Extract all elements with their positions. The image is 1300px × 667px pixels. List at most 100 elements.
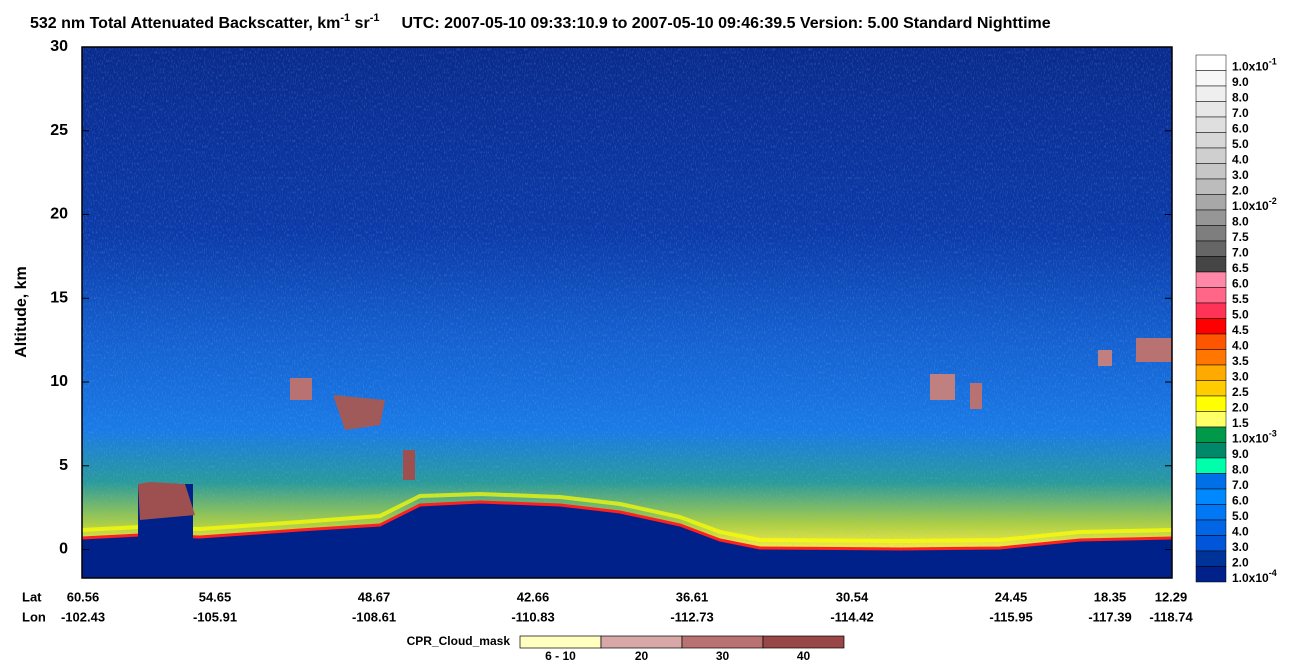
colorbar-label: 6.0: [1232, 494, 1249, 508]
colorbar-label-text: 4.5: [1232, 323, 1249, 337]
colorbar-label-exponent: -4: [1269, 568, 1277, 578]
colorbar-swatch: [1195, 488, 1227, 505]
colorbar-label-text: 9.0: [1232, 447, 1249, 461]
colorbar-swatch: [1195, 364, 1227, 381]
colorbar-label-text: 5.5: [1232, 292, 1249, 306]
lat-tick-label: 30.54: [836, 589, 869, 604]
cloud-mask-swatch: [519, 635, 602, 649]
colorbar-label: 9.0: [1232, 447, 1249, 461]
title-superscript: -1: [370, 12, 380, 24]
colorbar-swatch: [1195, 442, 1227, 459]
colorbar-swatch: [1195, 519, 1227, 536]
title-part: sr: [350, 15, 370, 32]
lat-tick-label: 54.65: [199, 589, 232, 604]
colorbar-label: 8.0: [1232, 91, 1249, 105]
colorbar-swatch: [1195, 209, 1227, 226]
colorbar-label: 7.0: [1232, 106, 1249, 120]
y-tick-label: 30: [50, 38, 68, 55]
colorbar-swatch: [1195, 85, 1227, 102]
colorbar-label: 4.0: [1232, 525, 1249, 539]
colorbar-swatch: [1195, 566, 1227, 583]
cloud-mask-label: 6 - 10: [545, 649, 576, 663]
lat-tick-label: 42.66: [517, 589, 550, 604]
colorbar-label: 6.0: [1232, 277, 1249, 291]
colorbar-swatch: [1195, 70, 1227, 87]
colorbar-label: 1.0x10-3: [1232, 429, 1277, 446]
colorbar-label-text: 8.0: [1232, 91, 1249, 105]
colorbar-label: 8.0: [1232, 463, 1249, 477]
colorbar-label-text: 7.0: [1232, 478, 1249, 492]
colorbar-swatch: [1195, 225, 1227, 242]
y-tick-label: 15: [50, 289, 68, 306]
colorbar-label-text: 6.0: [1232, 494, 1249, 508]
colorbar-label-text: 3.5: [1232, 354, 1249, 368]
colorbar-label: 4.0: [1232, 153, 1249, 167]
colorbar-label: 6.0: [1232, 122, 1249, 136]
y-axis-label: Altitude, km: [13, 266, 30, 358]
colorbar-label-text: 2.0: [1232, 184, 1249, 198]
colorbar-label-text: 1.5: [1232, 416, 1249, 430]
colorbar-swatch: [1195, 411, 1227, 428]
colorbar-label-exponent: -1: [1269, 57, 1277, 67]
colorbar-label: 3.0: [1232, 540, 1249, 554]
colorbar-label: 1.0x10-4: [1232, 568, 1277, 585]
colorbar-label-exponent: -3: [1269, 429, 1277, 439]
cloud-mask-swatch: [762, 635, 845, 649]
colorbar-label: 5.0: [1232, 509, 1249, 523]
colorbar-label: 9.0: [1232, 75, 1249, 89]
colorbar-label-text: 4.0: [1232, 339, 1249, 353]
cloud-mask-label: 20: [635, 649, 649, 663]
lon-tick-label: -115.95: [989, 609, 1032, 624]
lon-tick-label: -105.91: [193, 609, 237, 624]
colorbar-swatch: [1195, 240, 1227, 257]
colorbar-swatch: [1195, 380, 1227, 397]
colorbar-swatch: [1195, 302, 1227, 319]
colorbar-label-text: 1.0x10: [1232, 199, 1269, 213]
colorbar-label-text: 2.0: [1232, 401, 1249, 415]
colorbar-label: 2.0: [1232, 184, 1249, 198]
y-tick-label: 20: [50, 206, 68, 223]
lon-tick-label: -117.39: [1088, 609, 1131, 624]
colorbar-swatch: [1195, 178, 1227, 195]
colorbar-label-text: 6.5: [1232, 261, 1249, 275]
colorbar-swatch: [1195, 132, 1227, 149]
colorbar-label-text: 4.0: [1232, 153, 1249, 167]
y-tick-label: 10: [50, 373, 68, 390]
colorbar-label: 7.5: [1232, 230, 1249, 244]
colorbar-swatch: [1195, 395, 1227, 412]
colorbar-swatch: [1195, 101, 1227, 118]
colorbar-swatch: [1195, 163, 1227, 180]
colorbar-label-text: 4.0: [1232, 525, 1249, 539]
colorbar-swatch: [1195, 349, 1227, 366]
lat-tick-label: 24.45: [995, 589, 1028, 604]
colorbar-label-text: 5.0: [1232, 137, 1249, 151]
lat-tick-label: 48.67: [358, 589, 391, 604]
colorbar-swatch: [1195, 333, 1227, 350]
colorbar-label-text: 1.0x10: [1232, 60, 1269, 74]
lon-tick-label: -114.42: [830, 609, 873, 624]
y-tick-label: 25: [50, 122, 68, 139]
colorbar-swatch: [1195, 287, 1227, 304]
colorbar-label: 6.5: [1232, 261, 1249, 275]
colorbar-label-exponent: -2: [1269, 196, 1277, 206]
colorbar-label: 1.0x10-1: [1232, 57, 1277, 74]
colorbar-label: 1.5: [1232, 416, 1249, 430]
colorbar-label-text: 9.0: [1232, 75, 1249, 89]
colorbar-label: 4.5: [1232, 323, 1249, 337]
colorbar-label-text: 7.5: [1232, 230, 1249, 244]
colorbar-swatch: [1195, 473, 1227, 490]
colorbar-swatch: [1195, 256, 1227, 273]
colorbar-swatch: [1195, 116, 1227, 133]
colorbar-label-text: 3.0: [1232, 168, 1249, 182]
colorbar-label: 5.5: [1232, 292, 1249, 306]
colorbar-label-text: 1.0x10: [1232, 432, 1269, 446]
title-superscript: -1: [340, 12, 350, 24]
colorbar-swatch: [1195, 271, 1227, 288]
lon-tick-label: -102.43: [61, 609, 105, 624]
colorbar-swatch: [1195, 147, 1227, 164]
lon-tick-label: -110.83: [511, 609, 554, 624]
colorbar-label-text: 7.0: [1232, 106, 1249, 120]
colorbar-label-text: 3.0: [1232, 370, 1249, 384]
colorbar-label: 1.0x10-2: [1232, 196, 1277, 213]
